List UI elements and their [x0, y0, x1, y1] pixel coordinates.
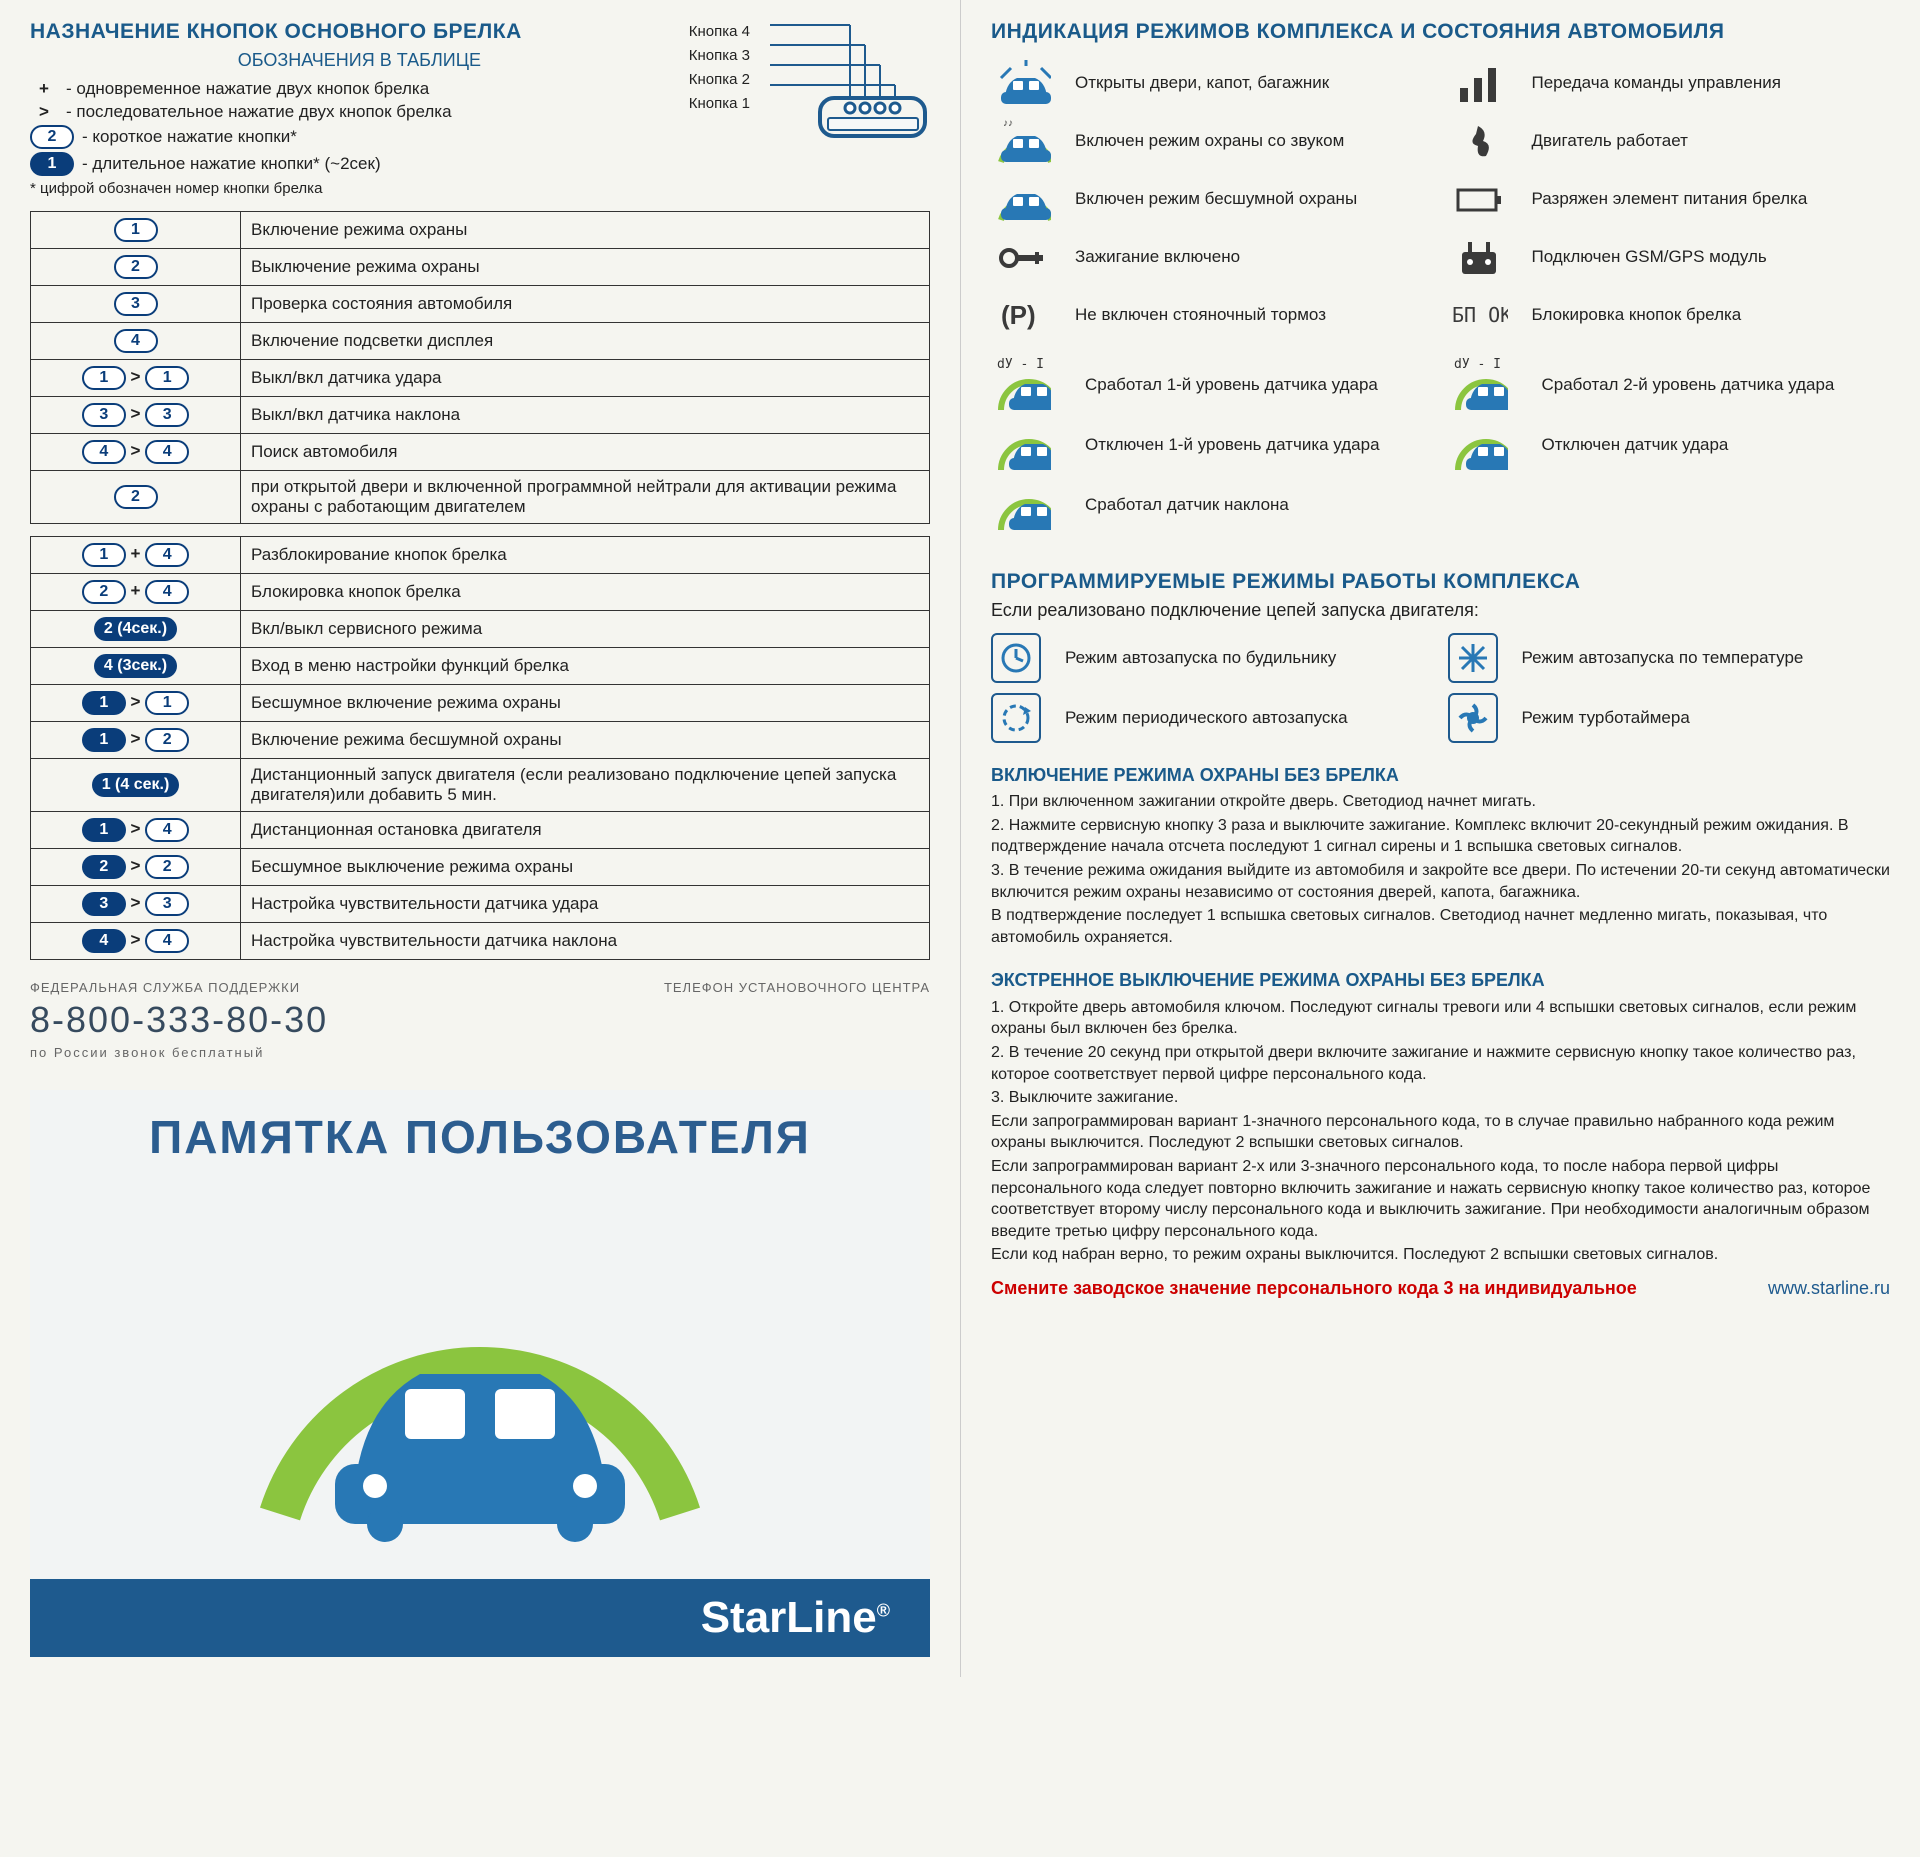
indic-text: Открыты двери, капот, багажник — [1075, 73, 1434, 93]
arm-title: ВКЛЮЧЕНИЕ РЕЖИМА ОХРАНЫ БЕЗ БРЕЛКА — [991, 763, 1890, 787]
turbo-icon — [1448, 693, 1498, 743]
table-row: 1 (4 сек.)Дистанционный запуск двигателя… — [31, 759, 930, 812]
keyfob-icon — [760, 20, 930, 140]
sensor-car-icon: dУ - I — [1448, 360, 1508, 410]
table-row: 2 + 4Блокировка кнопок брелка — [31, 574, 930, 611]
support-label: ФЕДЕРАЛЬНАЯ СЛУЖБА ПОДДЕРЖКИ — [30, 980, 328, 995]
indic-text: Зажигание включено — [1075, 247, 1434, 267]
table-row: 1 + 4Разблокирование кнопок брелка — [31, 537, 930, 574]
phone-sub: по России звонок бесплатный — [30, 1045, 328, 1060]
instruction-line: Если запрограммирован вариант 2-х или 3-… — [991, 1156, 1890, 1242]
keyfob-label: Кнопка 3 — [689, 44, 750, 68]
instruction-line: 1. При включенном зажигании откройте две… — [991, 791, 1890, 813]
indic-text: Не включен стояночный тормоз — [1075, 305, 1434, 325]
table-row: 2 > 2Бесшумное выключение режима охраны — [31, 849, 930, 886]
instruction-line: В подтверждение последует 1 вспышка свет… — [991, 905, 1890, 948]
phone: 8-800-333-80-30 — [30, 999, 328, 1041]
table-row: 2 (4сек.)Вкл/выкл сервисного режима — [31, 611, 930, 648]
instruction-line: Если запрограммирован вариант 1-значного… — [991, 1111, 1890, 1154]
legend-row: 2- короткое нажатие кнопки* — [30, 125, 689, 149]
indic-text: Блокировка кнопок брелка — [1532, 305, 1891, 325]
table-row: 1 > 1Бесшумное включение режима охраны — [31, 685, 930, 722]
car-sound-icon: ♪♪ — [991, 116, 1051, 166]
table-row: 4 (3сек.)Вход в меню настройки функций б… — [31, 648, 930, 685]
prog-text: Режим турботаймера — [1522, 708, 1891, 728]
indic-text: Включен режим охраны со звуком — [1075, 131, 1434, 151]
keyfob-label: Кнопка 2 — [689, 68, 750, 92]
prog-sub: Если реализовано подключение цепей запус… — [991, 600, 1890, 621]
svg-text:dУ - I: dУ - I — [1454, 357, 1501, 372]
left-subtitle: ОБОЗНАЧЕНИЯ В ТАБЛИЦЕ — [30, 50, 689, 71]
instruction-line: Если код набран верно, то режим охраны в… — [991, 1244, 1890, 1266]
sensor-car-icon — [1448, 420, 1508, 470]
banner-car-icon — [220, 1174, 740, 1554]
prog-text: Режим автозапуска по будильнику — [1065, 648, 1434, 668]
battery-icon — [1448, 174, 1508, 224]
table-row: 2при открытой двери и включенной програм… — [31, 471, 930, 524]
svg-text:♪♪: ♪♪ — [1003, 118, 1013, 129]
legend-note: * цифрой обозначен номер кнопки брелка — [30, 180, 689, 197]
table-row: 4 > 4Поиск автомобиля — [31, 434, 930, 471]
legend-row: 1- длительное нажатие кнопки* (~2сек) — [30, 152, 689, 176]
left-title: НАЗНАЧЕНИЕ КНОПОК ОСНОВНОГО БРЕЛКА — [30, 20, 689, 44]
sensor-car-icon: dУ - I — [991, 360, 1051, 410]
table-row: 3 > 3Выкл/вкл датчика наклона — [31, 397, 930, 434]
smoke-icon — [1448, 116, 1508, 166]
period-icon — [991, 693, 1041, 743]
legend-row: >- последовательное нажатие двух кнопок … — [30, 102, 689, 122]
instruction-line: 2. Нажмите сервисную кнопку 3 раза и вык… — [991, 815, 1890, 858]
indic-title: ИНДИКАЦИЯ РЕЖИМОВ КОМПЛЕКСА И СОСТОЯНИЯ … — [991, 20, 1890, 44]
sensor-text: Сработал 1-й уровень датчика удара — [1085, 375, 1434, 395]
table-row: 4 > 4Настройка чувствительности датчика … — [31, 923, 930, 960]
bars-icon — [1448, 58, 1508, 108]
warn-text: Смените заводское значение персонального… — [991, 1278, 1637, 1298]
table-row: 4Включение подсветки дисплея — [31, 323, 930, 360]
table-row: 1Включение режима охраны — [31, 212, 930, 249]
prog-text: Режим автозапуска по температуре — [1522, 648, 1891, 668]
parking-icon: (P) — [991, 290, 1051, 340]
car-silent-icon — [991, 174, 1051, 224]
sensor-text: Отключен 1-й уровень датчика удара — [1085, 435, 1434, 455]
svg-text:БП OК: БП OК — [1452, 303, 1508, 327]
legend-row: +- одновременное нажатие двух кнопок бре… — [30, 79, 689, 99]
sensor-text: Сработал 2-й уровень датчика удара — [1542, 375, 1891, 395]
table-row: 2Выключение режима охраны — [31, 249, 930, 286]
install-label: ТЕЛЕФОН УСТАНОВОЧНОГО ЦЕНТРА — [664, 980, 930, 1060]
prog-title: ПРОГРАММИРУЕМЫЕ РЕЖИМЫ РАБОТЫ КОМПЛЕКСА — [991, 570, 1890, 594]
keyfob-label: Кнопка 1 — [689, 92, 750, 116]
instruction-line: 3. Выключите зажигание. — [991, 1087, 1890, 1109]
car-open-icon — [991, 58, 1051, 108]
lock-icon: БП OК — [1448, 290, 1508, 340]
sensor-text: Отключен датчик удара — [1542, 435, 1891, 455]
url: www.starline.ru — [1768, 1278, 1890, 1299]
instruction-line: 3. В течение режима ожидания выйдите из … — [991, 860, 1890, 903]
table-row: 1 > 2Включение режима бесшумной охраны — [31, 722, 930, 759]
table-row: 1 > 4Дистанционная остановка двигателя — [31, 812, 930, 849]
instruction-line: 1. Откройте дверь автомобиля ключом. Пос… — [991, 997, 1890, 1040]
table-row: 1 > 1Выкл/вкл датчика удара — [31, 360, 930, 397]
sensor-text: Сработал датчик наклона — [1085, 495, 1434, 515]
svg-text:(P): (P) — [1001, 300, 1036, 330]
brand-logo: StarLine — [701, 1593, 877, 1642]
indic-text: Разряжен элемент питания брелка — [1532, 189, 1891, 209]
table-row: 3Проверка состояния автомобиля — [31, 286, 930, 323]
indic-text: Подключен GSM/GPS модуль — [1532, 247, 1891, 267]
gsm-icon — [1448, 232, 1508, 282]
disarm-title: ЭКСТРЕННОЕ ВЫКЛЮЧЕНИЕ РЕЖИМА ОХРАНЫ БЕЗ … — [991, 968, 1890, 992]
indic-text: Передача команды управления — [1532, 73, 1891, 93]
sensor-car-icon — [991, 480, 1051, 530]
snow-icon — [1448, 633, 1498, 683]
key-icon — [991, 232, 1051, 282]
instruction-line: 2. В течение 20 секунд при открытой двер… — [991, 1042, 1890, 1085]
indic-text: Двигатель работает — [1532, 131, 1891, 151]
sensor-car-icon — [991, 420, 1051, 470]
clock-icon — [991, 633, 1041, 683]
svg-text:dУ - I: dУ - I — [997, 357, 1044, 372]
indic-text: Включен режим бесшумной охраны — [1075, 189, 1434, 209]
keyfob-label: Кнопка 4 — [689, 20, 750, 44]
table-row: 3 > 3Настройка чувствительности датчика … — [31, 886, 930, 923]
banner-title: ПАМЯТКА ПОЛЬЗОВАТЕЛЯ — [30, 1110, 930, 1164]
prog-text: Режим периодического автозапуска — [1065, 708, 1434, 728]
command-table: 1Включение режима охраны2Выключение режи… — [30, 211, 930, 960]
